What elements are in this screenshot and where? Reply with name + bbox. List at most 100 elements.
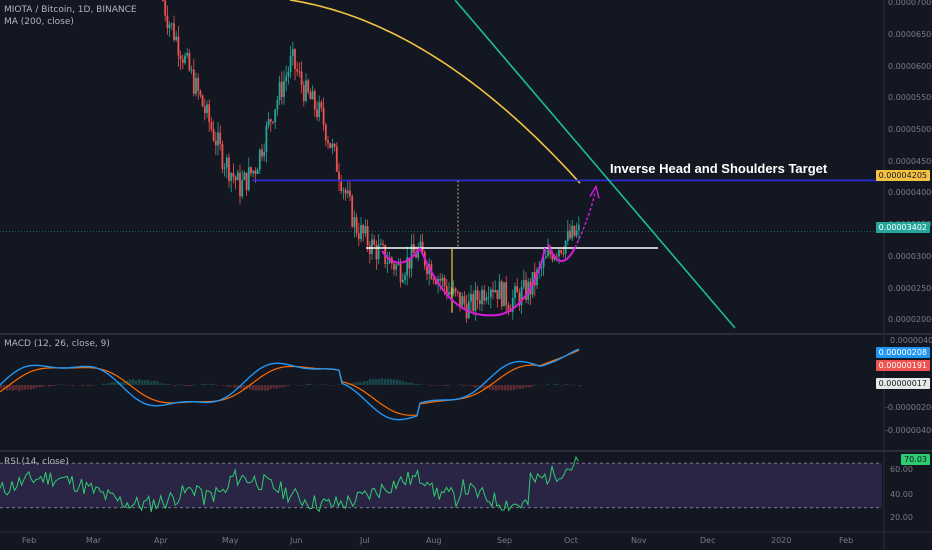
macd-histogram-bar: [9, 385, 12, 390]
macd-histogram-bar: [525, 385, 528, 388]
candle-body: [426, 266, 428, 275]
candle-body: [555, 255, 558, 257]
macd-histogram-bar: [132, 379, 135, 385]
macd-histogram-bar: [396, 379, 399, 385]
macd-histogram-bar: [231, 385, 234, 387]
candle-body: [243, 172, 246, 181]
candle-body: [217, 132, 219, 146]
candle-body: [210, 122, 213, 130]
time-tick-label: Oct: [564, 536, 578, 545]
hist-tag: 0.00000017: [875, 378, 930, 389]
macd-pane: [0, 348, 582, 421]
macd-histogram-bar: [567, 384, 570, 385]
candle-body: [485, 297, 488, 301]
candle-body: [478, 300, 481, 304]
macd-histogram-bar: [297, 385, 300, 386]
candle-body: [362, 225, 365, 234]
macd-histogram-bar: [48, 385, 51, 387]
candle-body: [364, 226, 367, 234]
ma-legend: MA (200, close): [4, 17, 74, 27]
candle-body: [254, 170, 257, 175]
macd-histogram-bar: [258, 385, 261, 391]
macd-histogram-bar: [186, 385, 189, 387]
macd-histogram-bar: [420, 384, 423, 385]
candle-body: [514, 286, 516, 298]
price-tick-label: 0.00003000: [888, 251, 932, 261]
candle-body: [492, 289, 494, 293]
macd-histogram-bar: [465, 385, 468, 386]
candle-body: [164, 0, 167, 16]
macd-histogram-bar: [27, 385, 30, 390]
macd-histogram-bar: [51, 385, 54, 386]
price-tick-label: 0.00005500: [888, 93, 932, 103]
macd-histogram-bar: [144, 380, 147, 385]
candle-body: [234, 176, 237, 181]
candle-body: [496, 289, 499, 300]
candle-body: [208, 104, 211, 123]
macd-histogram-bar: [381, 378, 384, 385]
candle-body: [448, 292, 450, 295]
macd-histogram-bar: [339, 384, 342, 385]
candle-body: [239, 172, 241, 197]
macd-histogram-bar: [498, 385, 501, 390]
price-tick-label: 0.00006500: [888, 29, 932, 39]
candle-body: [285, 76, 288, 82]
macd-histogram-bar: [531, 385, 534, 387]
macd-histogram-bar: [384, 378, 387, 385]
macd-histogram-bar: [156, 381, 159, 385]
macd-histogram-bar: [522, 385, 525, 389]
candle-body: [487, 297, 490, 299]
candle-body: [507, 304, 510, 310]
candle-body: [294, 49, 296, 70]
macd-histogram-bar: [21, 385, 24, 390]
macd-histogram-bar: [279, 385, 282, 388]
macd-histogram-bar: [489, 385, 492, 390]
candle-body: [267, 119, 270, 126]
candle-body: [327, 140, 329, 144]
macd-histogram-bar: [150, 381, 153, 385]
candle-body: [450, 292, 453, 294]
price-tick-label: 0.00002500: [888, 283, 932, 293]
macd-histogram-bar: [507, 385, 510, 391]
candle-body: [333, 143, 336, 147]
rsi-line: [0, 455, 579, 513]
last-price-tag: 0.00003402: [875, 222, 930, 233]
macd-histogram-bar: [462, 385, 465, 387]
candle-body: [186, 52, 189, 56]
rsi-tick-label: 20.00: [890, 513, 913, 522]
candle-body: [525, 280, 527, 300]
candle-body: [432, 278, 435, 281]
candle-body: [377, 244, 380, 260]
signal-tag: 0.00000191: [875, 360, 930, 371]
macd-histogram-bar: [513, 385, 516, 390]
candle-body: [483, 290, 486, 301]
candle-body: [366, 226, 369, 246]
macd-histogram-bar: [306, 383, 309, 385]
macd-histogram-bar: [519, 385, 522, 390]
candle-body: [181, 59, 184, 63]
candle-body: [177, 36, 180, 56]
candle-body: [498, 281, 501, 300]
macd-histogram-bar: [135, 380, 138, 385]
candle-body: [434, 280, 437, 285]
candle-body: [179, 55, 182, 60]
candle-body: [575, 230, 578, 236]
candle-body: [386, 262, 389, 264]
macd-histogram-bar: [351, 383, 354, 385]
candle-body: [461, 296, 464, 307]
head-curve: [419, 247, 546, 317]
macd-histogram-bar: [15, 385, 18, 390]
candle-body: [522, 280, 525, 288]
candle-body: [419, 241, 422, 248]
macd-histogram-bar: [234, 385, 237, 389]
target-annotation: Inverse Head and Shoulders Target: [610, 161, 828, 176]
rsi-tick-label: 40.00: [890, 490, 913, 499]
candle-body: [232, 173, 235, 177]
time-tick-label: Jun: [290, 536, 303, 545]
candle-body: [393, 263, 395, 270]
macd-histogram-bar: [57, 384, 60, 385]
candle-body: [388, 257, 391, 263]
macd-histogram-bar: [501, 385, 504, 391]
candle-body: [549, 249, 552, 255]
